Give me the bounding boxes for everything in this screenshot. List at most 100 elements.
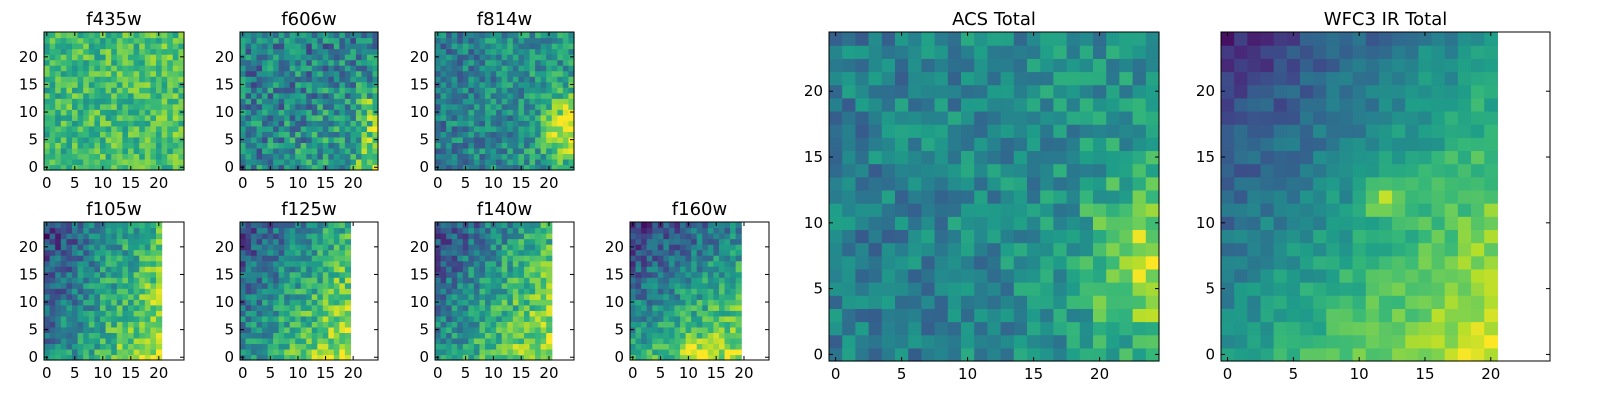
heatmap-cell	[83, 120, 90, 127]
heatmap-cell	[652, 326, 659, 333]
heatmap-cell	[735, 293, 742, 300]
heatmap-cell	[451, 271, 458, 278]
heatmap-cell	[178, 92, 185, 99]
heatmap-cell	[300, 277, 307, 284]
heatmap-cell	[245, 277, 252, 284]
heatmap-cell	[66, 54, 73, 61]
heatmap-cell	[713, 282, 720, 289]
heatmap-cell	[635, 310, 642, 317]
heatmap-cell	[60, 233, 67, 240]
heatmap-cell	[490, 249, 497, 256]
heatmap-cell	[66, 120, 73, 127]
heatmap-cell	[546, 114, 553, 121]
heatmap-cell	[60, 120, 67, 127]
heatmap-cell	[273, 81, 280, 88]
heatmap-cell	[523, 222, 531, 229]
heatmap-cell	[251, 114, 258, 121]
heatmap-cell	[696, 315, 703, 322]
heatmap-cell	[1365, 347, 1380, 362]
heatmap-cell	[696, 293, 703, 300]
heatmap-cell	[462, 332, 469, 339]
x-tick-label: 5	[266, 364, 276, 382]
heatmap-cell	[685, 238, 692, 245]
heatmap-cell	[702, 266, 709, 273]
heatmap-cell	[446, 222, 453, 229]
heatmap-cell	[251, 293, 258, 300]
heatmap-cell	[161, 32, 168, 39]
heatmap-cell	[462, 131, 469, 138]
heatmap-cell	[868, 203, 883, 217]
heatmap-cell	[663, 304, 670, 311]
heatmap-cell	[730, 233, 737, 240]
heatmap-cell	[111, 348, 118, 356]
heatmap-cell	[921, 295, 936, 309]
heatmap-cell	[1378, 334, 1393, 349]
heatmap-cell	[333, 249, 340, 256]
heatmap-cell	[77, 293, 84, 300]
heatmap-cell	[122, 288, 129, 295]
heatmap-cell	[150, 304, 157, 311]
heatmap-cell	[546, 136, 553, 143]
heatmap-cell	[1260, 321, 1275, 336]
heatmap-cell	[1484, 295, 1498, 309]
heatmap-cell	[339, 120, 346, 127]
heatmap-cell	[540, 266, 547, 273]
heatmap-cell	[490, 321, 497, 328]
heatmap-cell	[1234, 295, 1248, 309]
heatmap-cell	[473, 260, 481, 267]
heatmap-cell	[88, 43, 95, 50]
heatmap-cell	[128, 337, 135, 345]
heatmap-cell	[161, 43, 168, 50]
x-tick-label: 20	[1090, 365, 1109, 383]
heatmap-cell	[1378, 347, 1393, 362]
heatmap-cell	[663, 233, 670, 240]
heatmap-cell	[333, 288, 340, 295]
heatmap-cell	[72, 92, 79, 99]
heatmap-cell	[284, 293, 291, 300]
heatmap-cell	[122, 48, 129, 55]
heatmap-cell	[1339, 242, 1354, 257]
heatmap-cell	[306, 293, 313, 300]
heatmap-cell	[680, 332, 687, 339]
heatmap-cell	[295, 125, 302, 132]
heatmap-cell	[485, 304, 492, 311]
heatmap-cell	[116, 299, 123, 306]
heatmap-cell	[55, 98, 62, 105]
heatmap-cell	[735, 299, 742, 306]
heatmap-cell	[512, 260, 519, 267]
heatmap-cell	[328, 125, 335, 132]
heatmap-cell	[322, 326, 329, 333]
heatmap-cell	[457, 315, 464, 322]
heatmap-cell	[128, 136, 135, 143]
heatmap-cell	[468, 32, 475, 39]
heatmap-cell	[94, 32, 101, 39]
heatmap-cell	[473, 120, 481, 127]
heatmap-cell	[256, 244, 263, 251]
heatmap-cell	[311, 98, 318, 105]
heatmap-cell	[300, 233, 307, 240]
heatmap-cell	[557, 76, 564, 83]
heatmap-cell	[691, 348, 698, 356]
heatmap-cell	[66, 293, 73, 300]
heatmap-cell	[529, 310, 536, 317]
heatmap-cell	[1286, 334, 1301, 349]
heatmap-cell	[144, 37, 151, 44]
heatmap-cell	[507, 147, 514, 155]
heatmap-cell	[105, 271, 112, 278]
heatmap-cell	[507, 142, 514, 149]
heatmap-cell	[49, 238, 56, 245]
heatmap-cell	[457, 98, 464, 105]
heatmap-cell	[842, 321, 856, 336]
heatmap-cell	[735, 343, 742, 350]
heatmap-cell	[1145, 347, 1160, 362]
heatmap-cell	[868, 347, 883, 362]
heatmap-cell	[72, 266, 79, 273]
heatmap-cell	[641, 337, 648, 345]
heatmap-cell	[730, 310, 737, 317]
heatmap-cell	[372, 48, 379, 55]
heatmap-cell	[128, 109, 135, 116]
heatmap-cell	[473, 164, 481, 171]
heatmap-cell	[691, 332, 698, 339]
heatmap-cell	[77, 227, 84, 234]
heatmap-cell	[507, 125, 514, 132]
